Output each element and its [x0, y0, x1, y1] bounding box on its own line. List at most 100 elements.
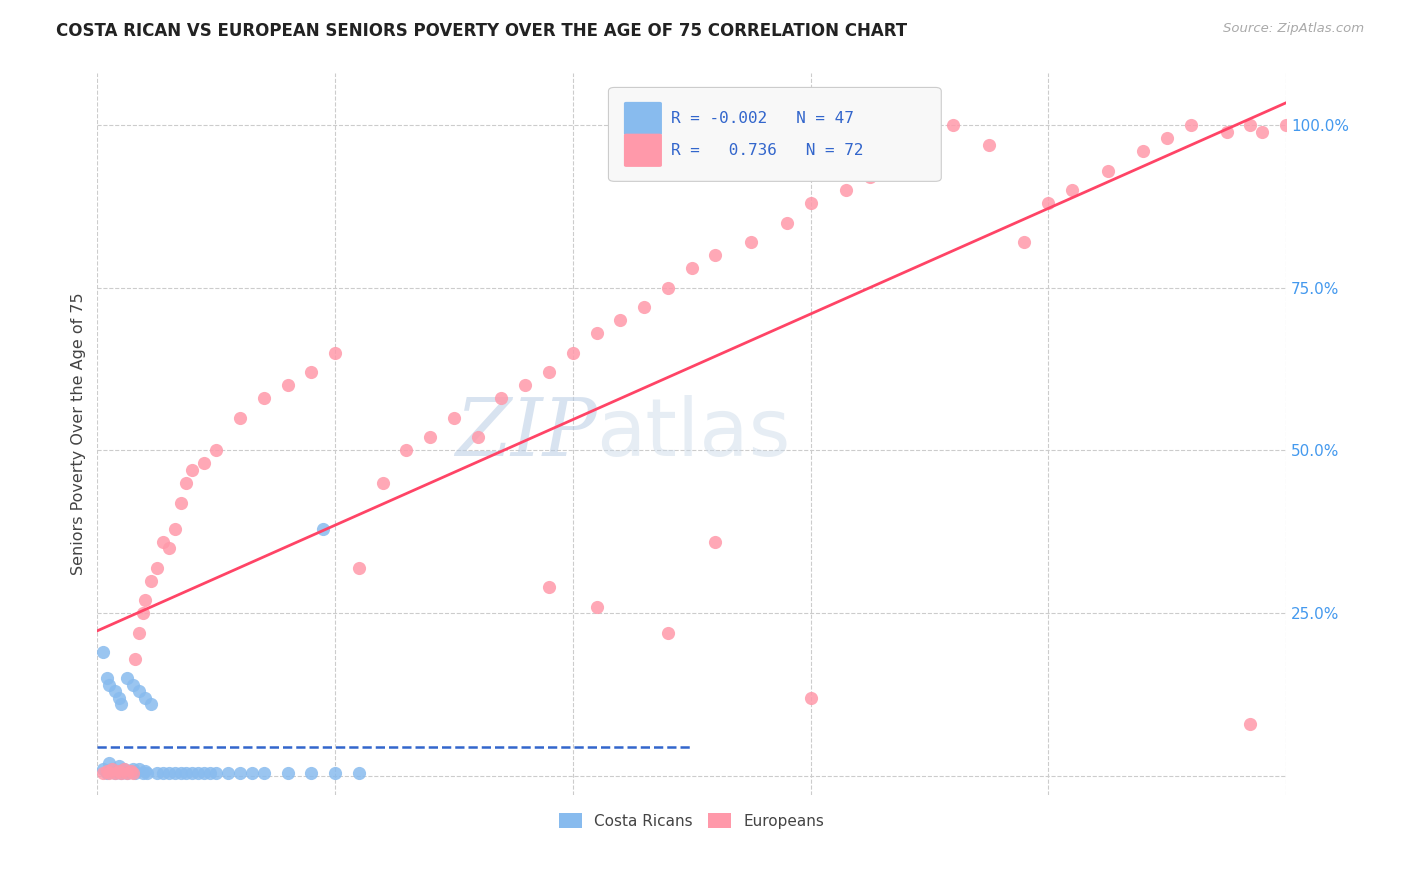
Point: [169, 765, 191, 780]
Point: [229, 411, 252, 425]
Point: [96, 765, 118, 780]
Text: ZIP: ZIP: [454, 395, 596, 473]
Point: [115, 671, 138, 685]
Point: [561, 346, 583, 360]
Point: [122, 678, 145, 692]
Point: [704, 248, 727, 262]
Point: [835, 183, 858, 197]
Point: [347, 765, 370, 780]
Point: [217, 765, 239, 780]
Point: [98, 765, 121, 780]
Point: [134, 593, 156, 607]
Point: [157, 765, 180, 780]
Point: [100, 763, 122, 777]
Point: [657, 625, 679, 640]
Point: [253, 392, 276, 406]
Point: [537, 580, 560, 594]
Point: [1060, 183, 1083, 197]
Point: [96, 764, 118, 778]
FancyBboxPatch shape: [624, 102, 662, 135]
Text: Source: ZipAtlas.com: Source: ZipAtlas.com: [1223, 22, 1364, 36]
Point: [323, 346, 346, 360]
Point: [515, 378, 537, 392]
Point: [134, 764, 156, 778]
Point: [96, 671, 118, 685]
Point: [585, 599, 607, 614]
Point: [163, 522, 186, 536]
Text: R = -0.002   N = 47: R = -0.002 N = 47: [672, 111, 855, 126]
Point: [91, 645, 114, 659]
Point: [146, 765, 169, 780]
Point: [110, 765, 132, 780]
Point: [131, 606, 153, 620]
Point: [146, 560, 169, 574]
Point: [107, 759, 129, 773]
Point: [894, 151, 917, 165]
Point: [200, 765, 222, 780]
Point: [104, 765, 127, 780]
Point: [122, 763, 145, 777]
Point: [91, 765, 114, 780]
Point: [1239, 118, 1261, 132]
Point: [107, 690, 129, 705]
Point: [181, 463, 204, 477]
Point: [419, 430, 441, 444]
Point: [112, 763, 135, 777]
Point: [122, 765, 145, 780]
Point: [152, 534, 174, 549]
Point: [347, 560, 370, 574]
Point: [176, 475, 198, 490]
Point: [657, 281, 679, 295]
Point: [491, 392, 513, 406]
Point: [776, 216, 799, 230]
Point: [253, 765, 276, 780]
Point: [704, 534, 727, 549]
Point: [312, 522, 335, 536]
Point: [395, 443, 418, 458]
Point: [128, 763, 150, 777]
Point: [181, 765, 204, 780]
Point: [277, 378, 299, 392]
Point: [240, 765, 263, 780]
Point: [110, 765, 132, 780]
Point: [152, 765, 174, 780]
Point: [323, 765, 346, 780]
Point: [537, 365, 560, 379]
Point: [205, 765, 228, 780]
Point: [91, 763, 114, 777]
Point: [120, 764, 142, 778]
Point: [1239, 716, 1261, 731]
Point: [157, 541, 180, 555]
Y-axis label: Seniors Poverty Over the Age of 75: Seniors Poverty Over the Age of 75: [72, 293, 86, 575]
Point: [112, 763, 135, 777]
Point: [1275, 118, 1298, 132]
Point: [115, 765, 138, 780]
Point: [1180, 118, 1202, 132]
Point: [131, 765, 153, 780]
Point: [633, 300, 655, 314]
Point: [193, 457, 215, 471]
Point: [120, 764, 142, 778]
Point: [100, 763, 122, 777]
Point: [134, 690, 156, 705]
Point: [107, 764, 129, 778]
Point: [299, 365, 322, 379]
Point: [299, 765, 322, 780]
Point: [169, 495, 191, 509]
Legend: Costa Ricans, Europeans: Costa Ricans, Europeans: [553, 806, 831, 835]
Point: [139, 574, 162, 588]
Point: [1038, 196, 1060, 211]
Point: [740, 235, 762, 250]
Point: [187, 765, 209, 780]
Point: [1156, 131, 1178, 145]
Point: [1097, 163, 1119, 178]
Point: [98, 678, 121, 692]
Point: [163, 765, 186, 780]
Point: [128, 625, 150, 640]
Text: COSTA RICAN VS EUROPEAN SENIORS POVERTY OVER THE AGE OF 75 CORRELATION CHART: COSTA RICAN VS EUROPEAN SENIORS POVERTY …: [56, 22, 907, 40]
Point: [942, 118, 965, 132]
Point: [585, 326, 607, 341]
Point: [98, 756, 121, 770]
Point: [918, 131, 941, 145]
Point: [799, 196, 821, 211]
